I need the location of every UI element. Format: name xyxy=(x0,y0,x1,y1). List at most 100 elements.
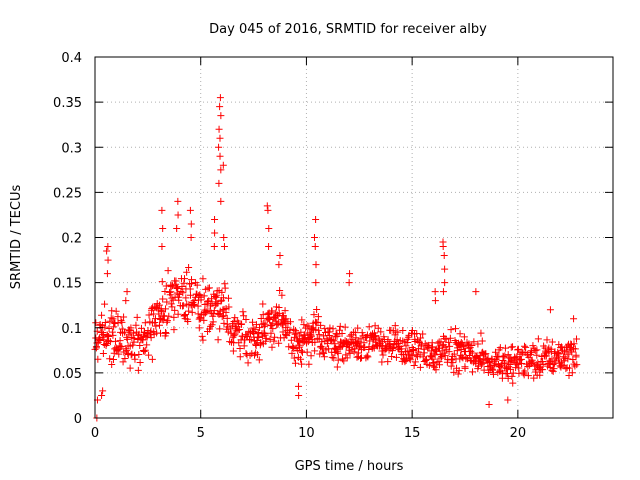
data-point xyxy=(346,332,354,340)
data-point xyxy=(147,334,155,342)
data-point xyxy=(281,316,289,324)
data-point xyxy=(170,326,178,334)
data-point xyxy=(384,336,392,344)
data-point xyxy=(434,339,442,347)
data-point xyxy=(389,347,397,355)
data-point xyxy=(145,311,153,319)
data-point xyxy=(115,350,123,358)
y-tick-label: 0.05 xyxy=(53,367,82,382)
data-point xyxy=(326,324,334,332)
data-point xyxy=(264,315,272,323)
data-point xyxy=(482,350,490,358)
data-point xyxy=(103,247,111,255)
data-point xyxy=(217,166,225,174)
data-point xyxy=(429,343,437,351)
data-point xyxy=(460,342,468,350)
data-point xyxy=(508,357,516,365)
data-point xyxy=(129,341,137,349)
data-point xyxy=(287,336,295,344)
data-point xyxy=(330,337,338,345)
data-point xyxy=(111,337,119,345)
data-point xyxy=(207,322,215,330)
data-point xyxy=(286,318,294,326)
data-point xyxy=(290,354,298,362)
data-point xyxy=(174,284,182,292)
data-point xyxy=(416,363,424,371)
data-point xyxy=(171,306,179,314)
data-point xyxy=(210,243,218,251)
data-point xyxy=(533,346,541,354)
data-point xyxy=(311,243,319,251)
data-point xyxy=(276,252,284,260)
data-point xyxy=(99,387,107,395)
data-point xyxy=(555,350,563,358)
data-point xyxy=(217,112,225,120)
data-point xyxy=(268,343,276,351)
data-point xyxy=(468,342,476,350)
data-point xyxy=(275,261,283,269)
data-point xyxy=(353,353,361,361)
data-point xyxy=(236,353,244,361)
data-point xyxy=(298,360,306,368)
data-point xyxy=(199,336,207,344)
data-point xyxy=(334,349,342,357)
data-point xyxy=(500,353,508,361)
data-point xyxy=(275,339,283,347)
data-point xyxy=(350,348,358,356)
data-point xyxy=(534,359,542,367)
data-point xyxy=(162,329,170,337)
data-point xyxy=(262,337,270,345)
data-point xyxy=(225,303,233,311)
data-point xyxy=(406,355,414,363)
data-point xyxy=(458,353,466,361)
data-point xyxy=(136,341,144,349)
data-point xyxy=(99,349,107,357)
data-point xyxy=(262,334,270,342)
y-tick-label: 0.35 xyxy=(53,96,82,111)
data-point xyxy=(124,349,132,357)
data-point xyxy=(158,206,166,214)
data-point xyxy=(323,340,331,348)
data-point xyxy=(249,318,257,326)
data-point xyxy=(554,348,562,356)
y-tick-label: 0.1 xyxy=(61,322,82,337)
data-point xyxy=(92,344,100,352)
data-point xyxy=(268,307,276,315)
data-point xyxy=(338,355,346,363)
data-point xyxy=(520,342,528,350)
data-point xyxy=(253,351,261,359)
data-point xyxy=(109,355,117,363)
data-point xyxy=(520,371,528,379)
data-point xyxy=(521,367,529,375)
data-point xyxy=(488,365,496,373)
data-point xyxy=(514,360,522,368)
data-point xyxy=(117,317,125,325)
y-tick-label: 0.4 xyxy=(61,51,82,66)
data-point xyxy=(175,290,183,298)
data-point xyxy=(354,339,362,347)
data-point xyxy=(364,353,372,361)
data-point xyxy=(429,355,437,363)
data-point xyxy=(398,345,406,353)
data-point xyxy=(501,344,509,352)
data-point xyxy=(211,229,219,237)
data-point xyxy=(314,326,322,334)
data-point xyxy=(485,400,493,408)
data-point xyxy=(162,329,170,337)
data-point xyxy=(311,347,319,355)
data-point xyxy=(252,340,260,348)
data-point xyxy=(112,307,120,315)
y-tick-label: 0.15 xyxy=(53,277,82,292)
data-point xyxy=(386,340,394,348)
data-point xyxy=(104,256,112,264)
data-point xyxy=(360,339,368,347)
data-point xyxy=(394,328,402,336)
data-point xyxy=(163,318,171,326)
data-point xyxy=(504,351,512,359)
data-point xyxy=(316,343,324,351)
data-point xyxy=(252,342,260,350)
data-point xyxy=(460,333,468,341)
data-point xyxy=(378,347,386,355)
x-tick-label: 15 xyxy=(404,426,421,441)
